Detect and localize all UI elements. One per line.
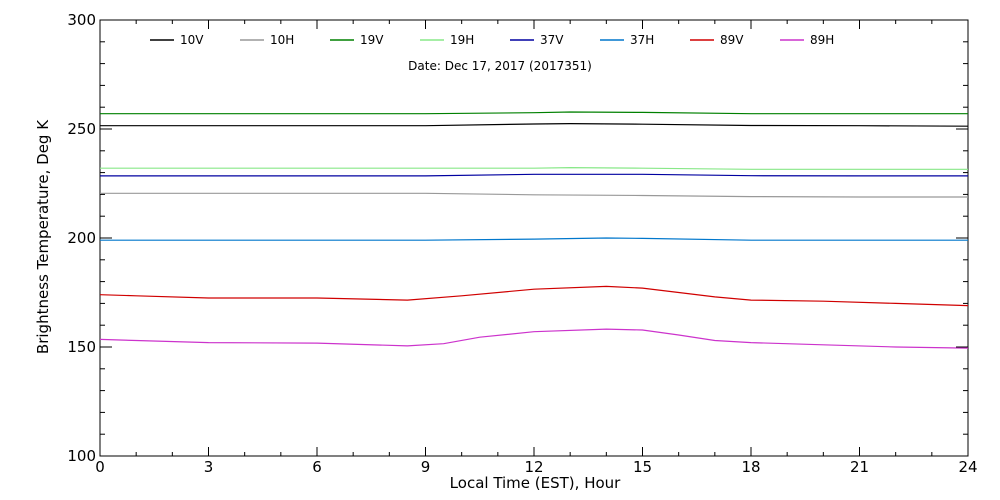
y-tick-label: 150 xyxy=(67,338,96,356)
legend-label-10v: 10V xyxy=(180,33,204,47)
legend-label-37v: 37V xyxy=(540,33,564,47)
y-tick-label: 300 xyxy=(67,11,96,29)
series-layer xyxy=(99,111,969,349)
x-tick-label: 3 xyxy=(204,458,214,476)
y-tick-label: 250 xyxy=(67,120,96,138)
plot-frame xyxy=(99,19,969,457)
x-tick-label: 21 xyxy=(850,458,869,476)
legend-label-89v: 89V xyxy=(720,33,744,47)
x-axis-label: Local Time (EST), Hour xyxy=(450,474,621,492)
legend: 10V 10H 19V 19H 37V 37H 89V 89H xyxy=(150,33,834,47)
x-tick-label: 0 xyxy=(95,458,105,476)
chart-subtitle: Date: Dec 17, 2017 (2017351) xyxy=(408,59,592,73)
y-axis-label: Brightness Temperature, Deg K xyxy=(34,119,52,354)
y-tick-label: 100 xyxy=(67,447,96,465)
series-line-19v xyxy=(100,111,968,115)
x-tick-label: 9 xyxy=(421,458,431,476)
series-line-89v xyxy=(99,285,969,307)
legend-label-19v: 19V xyxy=(360,33,384,47)
x-tick-label: 6 xyxy=(312,458,322,476)
series-line-89h xyxy=(99,328,969,349)
legend-label-89h: 89H xyxy=(810,33,834,47)
series-line-10h xyxy=(100,192,968,198)
x-tick-label: 12 xyxy=(524,458,543,476)
series-line-37h xyxy=(100,237,968,241)
x-tick-label: 15 xyxy=(633,458,652,476)
legend-label-37h: 37H xyxy=(630,33,654,47)
plot-border xyxy=(99,19,969,457)
series-line-19h xyxy=(100,166,968,170)
x-tick-label: 18 xyxy=(741,458,760,476)
ticks-layer: 0 3 6 9 12 15 18 21 24 100 150 200 250 300 xyxy=(67,11,977,476)
series-line-10v xyxy=(100,122,969,127)
legend-label-19h: 19H xyxy=(450,33,474,47)
x-tick-label: 24 xyxy=(958,458,977,476)
series-line-37v xyxy=(100,173,968,177)
legend-label-10h: 10H xyxy=(270,33,294,47)
y-tick-label: 200 xyxy=(67,229,96,247)
